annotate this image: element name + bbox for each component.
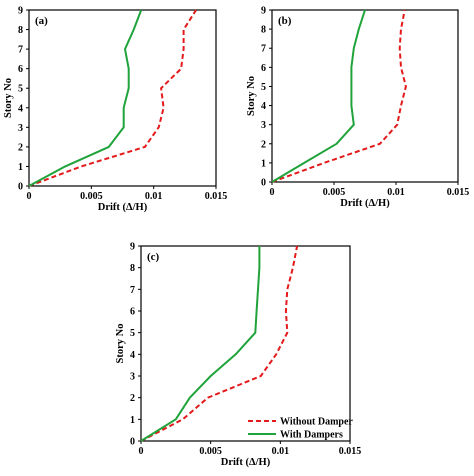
plot-frame <box>28 9 217 187</box>
y-tick-label: 9 <box>130 242 135 253</box>
y-tick-label: 2 <box>18 142 23 153</box>
x-tick-label: 0.015 <box>339 446 362 457</box>
y-tick-label: 3 <box>18 123 23 134</box>
y-tick-label: 5 <box>18 84 23 95</box>
legend: Without Damper With Dampers <box>248 417 353 441</box>
y-tick-label: 8 <box>130 263 135 274</box>
y-tick-label: 0 <box>130 437 135 448</box>
plot-frame <box>271 9 459 183</box>
y-tick-label: 0 <box>261 178 266 189</box>
y-tick-label: 1 <box>130 415 135 426</box>
y-tick-label: 4 <box>18 103 23 114</box>
x-axis-label: Drift (Δ/H) <box>221 457 271 468</box>
chart-panel-a: 0 0.005 0.01 0.015 0 1 2 3 4 5 6 7 8 9 Drift (Δ/H) Stor… <box>3 6 227 214</box>
legend-label-with-dampers: With Dampers <box>280 430 343 441</box>
x-tick-label: 0.015 <box>447 187 470 198</box>
with-dampers-line <box>140 246 261 442</box>
plot-frame <box>140 245 351 442</box>
y-tick-label: 5 <box>261 82 266 93</box>
y-tick-label: 3 <box>130 372 135 383</box>
x-tick-label: 0.005 <box>199 446 222 457</box>
y-tick-label: 2 <box>130 393 135 404</box>
legend-label-without-damper: Without Damper <box>280 417 353 428</box>
y-tick-label: 5 <box>130 328 135 339</box>
y-tick-label: 1 <box>261 158 266 169</box>
with-dampers-line <box>271 9 366 183</box>
with-dampers-line <box>28 9 143 187</box>
y-tick-label: 2 <box>261 139 266 150</box>
x-tick-label: 0.015 <box>205 191 228 202</box>
y-tick-label: 7 <box>130 285 135 296</box>
y-tick-label: 9 <box>261 6 266 17</box>
x-tick-label: 0.01 <box>387 187 405 198</box>
panel-label: (a) <box>35 15 48 27</box>
y-tick-label: 6 <box>130 307 135 318</box>
y-tick-label: 3 <box>261 120 266 131</box>
y-tick-label: 4 <box>130 350 135 361</box>
y-axis-label: Story No <box>115 324 126 364</box>
x-axis-label: Drift (Δ/H) <box>340 198 390 209</box>
y-axis-label: Story No <box>3 78 14 118</box>
y-tick-label: 7 <box>18 45 23 56</box>
y-tick-label: 7 <box>261 44 266 55</box>
y-tick-label: 4 <box>261 101 266 112</box>
y-tick-label: 8 <box>18 25 23 36</box>
panel-label: (b) <box>278 15 292 27</box>
y-tick-label: 9 <box>18 6 23 17</box>
y-tick-label: 6 <box>261 63 266 74</box>
x-tick-label: 0 <box>270 187 275 198</box>
y-tick-label: 8 <box>261 25 266 36</box>
x-tick-label: 0.01 <box>145 191 163 202</box>
x-tick-label: 0 <box>27 191 32 202</box>
x-tick-label: 0.01 <box>272 446 290 457</box>
without-damper-line <box>140 245 299 442</box>
y-tick-label: 0 <box>18 182 23 193</box>
without-damper-line <box>271 9 407 183</box>
x-tick-label: 0 <box>139 446 144 457</box>
chart-panel-c: 0 0.005 0.01 0.015 0 1 2 3 4 5 6 7 8 9 Drift (Δ/H) Stor… <box>115 242 361 469</box>
panel-label: (c) <box>147 251 160 263</box>
y-tick-label: 1 <box>18 162 23 173</box>
x-tick-label: 0.005 <box>323 187 346 198</box>
y-tick-label: 6 <box>18 64 23 75</box>
chart-panel-b: 0 0.005 0.01 0.015 0 1 2 3 4 5 6 7 8 9 Drift (Δ/H) Stor… <box>246 6 469 210</box>
x-axis-label: Drift (Δ/H) <box>98 202 148 213</box>
x-tick-label: 0.005 <box>80 191 103 202</box>
y-axis-label: Story No <box>246 76 257 116</box>
without-damper-line <box>28 9 197 187</box>
